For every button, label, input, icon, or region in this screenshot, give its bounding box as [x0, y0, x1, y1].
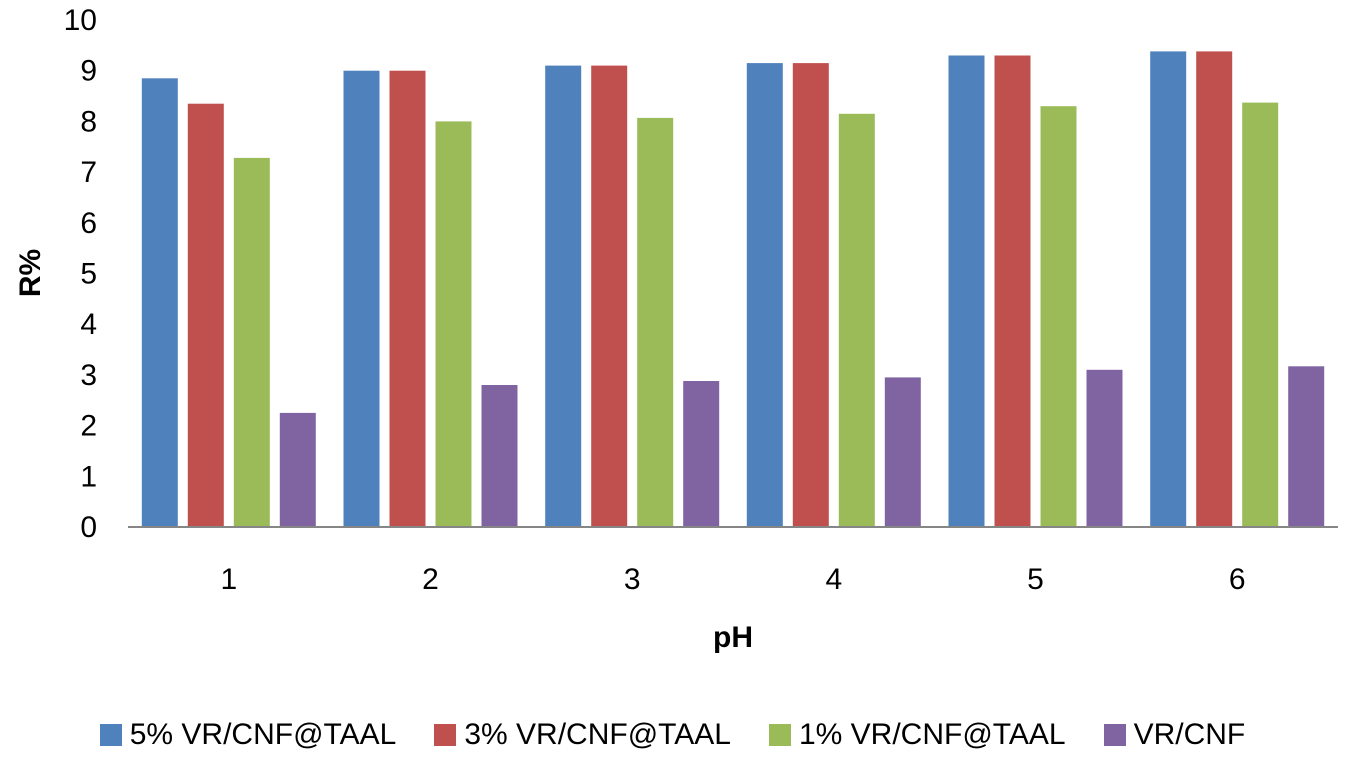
y-tick-label: 9 — [80, 55, 97, 88]
bar — [1242, 102, 1279, 527]
bar — [838, 113, 875, 528]
legend-label: 1% VR/CNF@TAAL — [798, 718, 1066, 751]
bar — [481, 385, 518, 527]
bar — [187, 103, 224, 527]
y-tick-label: 8 — [80, 105, 97, 138]
legend-label: 3% VR/CNF@TAAL — [464, 718, 731, 751]
y-tick-label: 5 — [80, 258, 97, 291]
bar — [233, 157, 270, 527]
bar — [141, 78, 178, 528]
y-tick-label: 0 — [80, 511, 97, 544]
bar — [1288, 366, 1325, 527]
legend-swatch — [1103, 724, 1126, 746]
x-axis-ticks: 1 2 3 4 5 6 — [220, 563, 1245, 596]
x-tick-label: 4 — [825, 563, 842, 596]
y-axis-title: R% — [14, 249, 47, 297]
legend-item: 3% VR/CNF@TAAL — [434, 718, 731, 752]
bar — [1150, 51, 1187, 528]
legend-item: 5% VR/CNF@TAAL — [99, 718, 397, 752]
bar — [545, 65, 582, 527]
x-tick-label: 5 — [1027, 563, 1044, 596]
y-axis-ticks: 0 1 2 3 4 5 6 7 8 9 10 — [64, 4, 97, 544]
bar — [1196, 51, 1233, 528]
x-tick-label: 3 — [624, 563, 641, 596]
legend-label: VR/CNF — [1133, 718, 1246, 751]
x-tick-label: 6 — [1229, 563, 1246, 596]
y-tick-label: 1 — [80, 460, 97, 493]
bar — [746, 63, 783, 527]
bar — [435, 121, 472, 528]
bar-chart: 0 1 2 3 4 5 6 7 8 9 10 1 2 3 4 5 6 pH R% — [14, 4, 1338, 654]
legend-swatch — [99, 724, 122, 746]
bars — [141, 51, 1325, 528]
bar — [591, 65, 628, 527]
bar — [279, 412, 316, 527]
x-axis-title: pH — [713, 621, 753, 654]
y-tick-label: 7 — [80, 156, 97, 189]
bar — [884, 377, 921, 527]
bar — [792, 63, 829, 527]
y-tick-label: 2 — [80, 410, 97, 443]
legend-item: 1% VR/CNF@TAAL — [768, 718, 1066, 752]
y-tick-label: 3 — [80, 359, 97, 392]
x-tick-label: 2 — [422, 563, 439, 596]
bar — [948, 55, 985, 527]
legend-swatch — [768, 724, 791, 746]
y-tick-label: 4 — [80, 308, 97, 341]
legend-item: VR/CNF — [1103, 718, 1246, 752]
bar — [343, 70, 380, 527]
bar — [1086, 369, 1123, 527]
bar — [1040, 106, 1077, 527]
bar — [389, 70, 426, 527]
legend-swatch — [434, 724, 457, 746]
bar — [637, 117, 674, 528]
x-tick-label: 1 — [220, 563, 237, 596]
legend: 5% VR/CNF@TAAL 3% VR/CNF@TAAL 1% VR/CNF@TA… — [0, 713, 1345, 757]
y-tick-label: 10 — [64, 4, 97, 37]
bar — [683, 381, 720, 527]
legend-label: 5% VR/CNF@TAAL — [129, 718, 397, 751]
y-tick-label: 6 — [80, 207, 97, 240]
bar — [994, 55, 1031, 527]
